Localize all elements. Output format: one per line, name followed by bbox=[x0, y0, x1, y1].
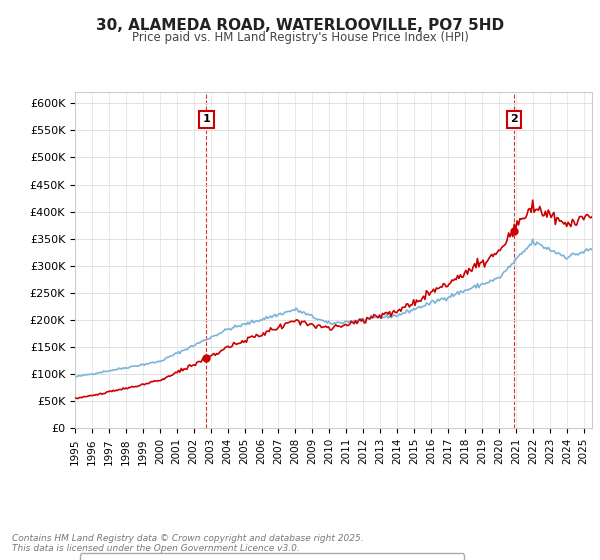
Text: 2: 2 bbox=[511, 114, 518, 124]
Text: Contains HM Land Registry data © Crown copyright and database right 2025.
This d: Contains HM Land Registry data © Crown c… bbox=[12, 534, 364, 553]
Text: 30, ALAMEDA ROAD, WATERLOOVILLE, PO7 5HD: 30, ALAMEDA ROAD, WATERLOOVILLE, PO7 5HD bbox=[96, 18, 504, 33]
Text: 1: 1 bbox=[203, 114, 210, 124]
Point bbox=[509, 226, 519, 235]
Point bbox=[202, 353, 211, 362]
Text: Price paid vs. HM Land Registry's House Price Index (HPI): Price paid vs. HM Land Registry's House … bbox=[131, 31, 469, 44]
Legend: 30, ALAMEDA ROAD, WATERLOOVILLE, PO7 5HD (detached house), HPI: Average price, d: 30, ALAMEDA ROAD, WATERLOOVILLE, PO7 5HD… bbox=[80, 553, 464, 560]
